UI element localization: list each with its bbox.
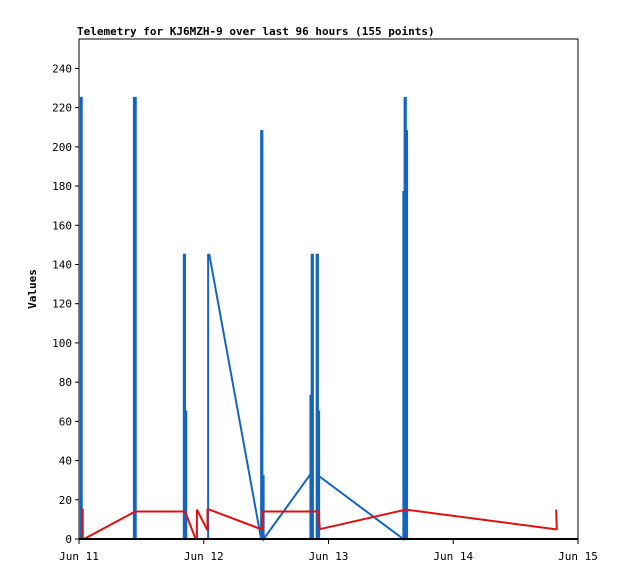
y-tick-label: 80: [59, 376, 72, 389]
y-tick-label: 40: [59, 455, 72, 468]
series-layer: [79, 96, 578, 543]
y-tick-label: 60: [59, 415, 72, 428]
x-tick-label: Jun 12: [184, 550, 224, 563]
chart-title: Telemetry for KJ6MZH-9 over last 96 hour…: [77, 25, 435, 38]
y-tick-label: 140: [52, 258, 72, 271]
y-tick-label: 200: [52, 141, 72, 154]
y-axis: 0 20 40 60 80 100 120 140 160 180 200 220 240: [52, 62, 79, 546]
series-line-1: [80, 508, 558, 540]
x-tick-label: Jun 11: [59, 550, 99, 563]
y-tick-label: 100: [52, 337, 72, 350]
y-tick-label: 0: [65, 533, 72, 546]
x-axis: Jun 11 Jun 12 Jun 13 Jun 14 Jun 15: [59, 539, 598, 563]
y-tick-label: 20: [59, 494, 72, 507]
plot-frame: [78, 38, 579, 540]
y-axis-label: Values: [26, 269, 39, 309]
y-tick-label: 120: [52, 298, 72, 311]
y-tick-label: 160: [52, 219, 72, 232]
plot-area: [78, 38, 579, 540]
y-tick-label: 240: [52, 62, 72, 75]
y-tick-label: 180: [52, 180, 72, 193]
series-line-0: [79, 96, 409, 543]
x-tick-label: Jun 15: [558, 550, 598, 563]
y-tick-label: 220: [52, 102, 72, 115]
x-tick-label: Jun 14: [433, 550, 473, 563]
x-tick-label: Jun 13: [309, 550, 349, 563]
